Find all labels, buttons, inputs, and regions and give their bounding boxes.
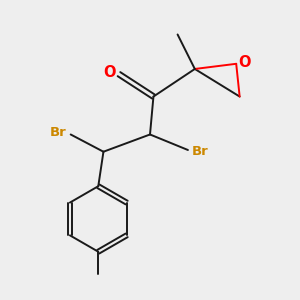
Text: Br: Br <box>50 126 67 139</box>
Text: O: O <box>238 55 251 70</box>
Text: O: O <box>103 65 116 80</box>
Text: Br: Br <box>192 145 208 158</box>
